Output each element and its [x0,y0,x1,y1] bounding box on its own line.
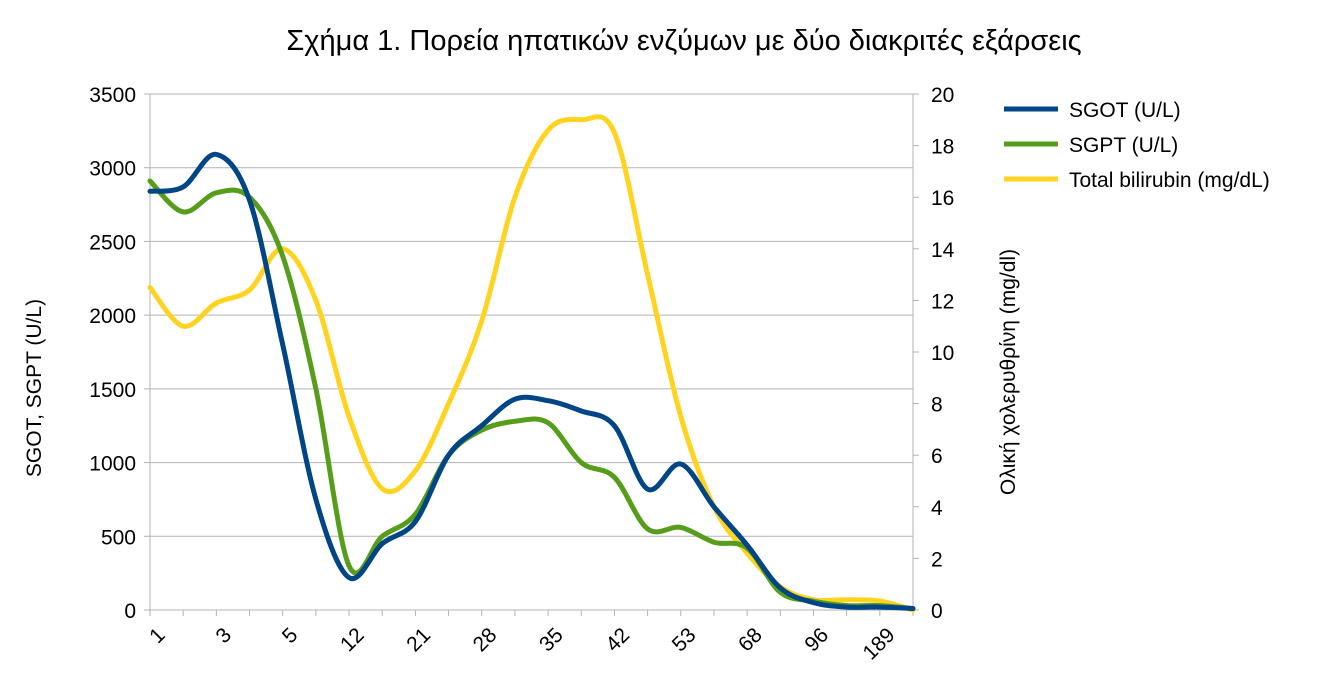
x-tick-label: 12 [336,623,369,656]
series-line-0 [147,151,916,611]
x-axis-ticks: 1 3 5 12 21 28 35 42 53 68 96 189 [145,610,914,665]
x-tick-label: 42 [601,623,634,656]
x-tick-label: 35 [535,623,568,656]
y2-tick-label: 14 [931,239,955,262]
series-lines [147,114,916,613]
x-tick-label: 53 [668,623,701,656]
y2-tick-label: 16 [931,187,954,210]
x-tick-label: 189 [859,623,900,664]
y2-tick-label: 10 [931,342,954,365]
y-tick-label: 3500 [89,84,136,107]
x-tick-label: 1 [145,623,170,648]
y-tick-label: 1000 [89,453,136,476]
y2-tick-label: 4 [931,497,943,520]
legend: SGOT (U/L) SGPT (U/L) Total bilirubin (mg/… [1004,99,1270,192]
y-tick-label: 1500 [89,379,136,402]
y-tick-label: 0 [124,600,136,623]
y-tick-label: 2500 [89,231,136,254]
x-tick-label: 28 [469,623,502,656]
chart-title: Σχήμα 1. Πορεία ηπατικών ενζύμων με δύο … [286,25,1081,57]
x-tick-label: 3 [212,623,237,648]
y-tick-label: 500 [101,526,136,549]
x-tick-label: 68 [734,623,767,656]
x-tick-label: 21 [402,623,435,656]
legend-label: SGOT (U/L) [1069,99,1181,122]
y2-tick-label: 12 [931,290,954,313]
series-line-1 [147,178,916,611]
y2-tick-label: 8 [931,394,943,417]
grid [150,93,913,611]
y2-tick-label: 0 [931,600,943,623]
y2-axis-label: Ολική χολερυθρίνη (mg/dl) [997,249,1020,495]
y2-tick-label: 2 [931,548,943,571]
legend-label: SGPT (U/L) [1069,134,1178,157]
y2-tick-label: 6 [931,445,943,468]
axes [149,94,914,610]
y-axis-label: SGOT, SGPT (U/L) [23,299,46,477]
x-tick-label: 96 [800,623,833,656]
legend-label: Total bilirubin (mg/dL) [1069,169,1270,192]
y2-axis-ticks: 0 2 4 6 8 10 12 14 16 18 20 [913,84,955,623]
y2-tick-label: 20 [931,84,954,107]
y-tick-label: 2000 [89,305,136,328]
y-tick-label: 3000 [89,158,136,181]
y2-tick-label: 18 [931,136,954,159]
x-tick-label: 5 [278,623,303,648]
y-axis-ticks: 0 500 1000 1500 2000 2500 3000 3500 [89,84,150,623]
